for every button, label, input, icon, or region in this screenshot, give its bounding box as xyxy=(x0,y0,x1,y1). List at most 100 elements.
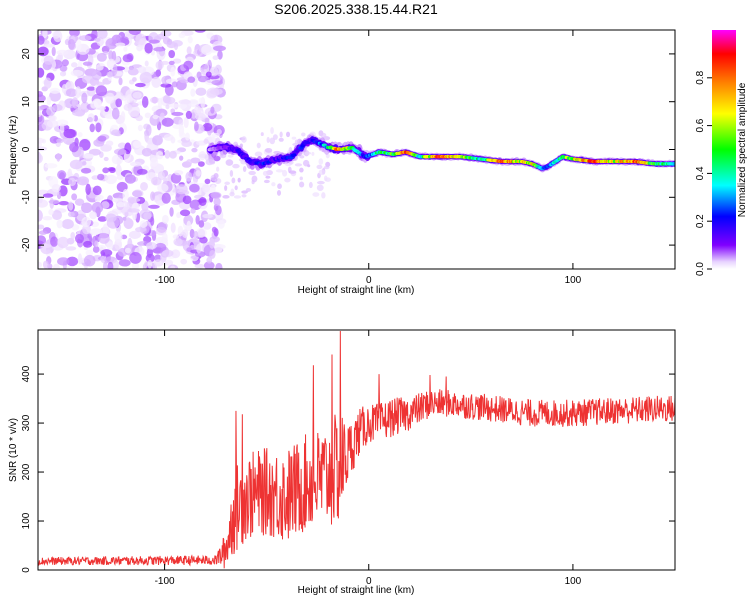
spectrogram-noise-blob xyxy=(127,237,133,250)
spectrogram-noise-blob xyxy=(170,265,176,269)
spectrogram-noise-blob xyxy=(316,180,325,185)
spectrogram-noise-blob xyxy=(87,113,95,123)
spectrogram-noise-blob xyxy=(241,190,248,194)
spectrogram-noise-blob xyxy=(38,230,48,235)
spectrogram-noise-blob xyxy=(205,71,212,78)
spectrogram-y-tick-label: 10 xyxy=(21,96,32,108)
spectrogram-noise-blob xyxy=(92,246,100,253)
spectrogram-noise-blob xyxy=(271,182,276,187)
spectrogram-x-tick-label: 0 xyxy=(366,275,372,286)
spectrogram-x-tick-label: 100 xyxy=(565,275,582,286)
spectrogram-noise-blob xyxy=(179,79,190,84)
spectrogram-noise-blob xyxy=(68,201,74,211)
spectrogram-y-tick-label: 0 xyxy=(21,146,32,152)
spectrogram-noise-blob xyxy=(152,135,163,146)
spectrogram-noise-blob xyxy=(61,59,69,67)
spectrogram-noise-blob xyxy=(42,215,53,221)
spectrogram-noise-blob xyxy=(161,192,171,204)
spectrogram-noise-blob xyxy=(196,71,202,79)
spectrogram-noise-blob xyxy=(150,191,156,201)
spectrogram-noise-blob xyxy=(120,36,129,43)
spectrogram-y-label: Frequency (Hz) xyxy=(8,116,19,185)
spectrogram-noise-blob xyxy=(170,222,176,234)
spectrogram-noise-blob xyxy=(323,175,328,182)
spectrogram-noise-blob xyxy=(213,172,219,179)
spectrogram-noise-blob xyxy=(111,107,120,120)
spectrogram-noise-blob xyxy=(80,103,87,110)
spectrogram-noise-blob xyxy=(106,58,116,69)
spectrogram-noise-blob xyxy=(160,112,165,119)
spectrogram-noise-blob xyxy=(38,146,48,152)
spectrogram-noise-blob xyxy=(286,131,291,138)
spectrogram-noise-blob xyxy=(275,169,284,173)
spectrogram-noise-blob xyxy=(162,232,168,243)
snr-x-label: Height of straight line (km) xyxy=(298,585,415,596)
spectrogram-noise-blob xyxy=(209,88,223,95)
snr-series-line xyxy=(38,330,675,569)
spectrogram-noise-blob xyxy=(224,185,228,191)
spectrogram-noise-blob xyxy=(276,189,282,196)
spectrogram-noise-blob xyxy=(270,127,274,135)
spectrogram-noise-blob xyxy=(123,46,128,52)
spectrogram-noise-blob xyxy=(213,197,221,207)
spectrogram-noise-blob xyxy=(48,208,54,216)
spectrogram-noise-blob xyxy=(193,48,204,57)
spectrogram-noise-blob xyxy=(262,170,269,176)
spectrogram-noise-blob xyxy=(164,96,176,105)
spectrogram-noise-blob xyxy=(232,163,240,169)
spectrogram-noise-blob xyxy=(197,161,205,167)
colorbar-label: Normalized spectral amplitude xyxy=(737,82,748,217)
spectrogram-noise-blob xyxy=(152,114,159,120)
spectrogram-noise-blob xyxy=(181,140,192,148)
spectrogram-noise-blob xyxy=(61,83,68,94)
spectrogram-noise-blob xyxy=(209,250,216,259)
spectrogram-noise-blob xyxy=(69,142,79,153)
spectrogram-noise-blob xyxy=(43,43,56,48)
spectrogram-noise-blob xyxy=(38,35,45,45)
spectrogram-noise-blob xyxy=(51,210,63,221)
spectrogram-noise-blob xyxy=(92,185,102,196)
spectrogram-noise-blob xyxy=(217,219,225,229)
spectrogram-noise-blob xyxy=(316,164,323,170)
spectrogram-noise-blob xyxy=(105,92,115,104)
spectrogram-noise-blob xyxy=(86,86,96,91)
spectrogram-noise-blob xyxy=(168,60,175,65)
spectrogram-noise-blob xyxy=(38,224,45,230)
spectrogram-noise-blob xyxy=(211,226,217,233)
spectrogram-noise-blob xyxy=(279,131,283,138)
spectrogram-noise-blob xyxy=(207,135,216,143)
spectrogram-noise-blob xyxy=(181,229,189,238)
spectrogram-noise-blob xyxy=(195,170,202,177)
spectrogram-noise-blob xyxy=(108,167,116,173)
spectrogram-noise-blob xyxy=(69,30,80,37)
spectrogram-noise-blob xyxy=(254,151,263,157)
snr-frame xyxy=(37,329,676,571)
spectrogram-noise-blob xyxy=(248,170,256,176)
spectrogram-noise-blob xyxy=(137,66,147,74)
spectrogram-noise-blob xyxy=(63,128,76,139)
spectrogram-noise-blob xyxy=(176,212,181,219)
spectrogram-noise-blob xyxy=(80,167,92,174)
snr-y-tick-label: 300 xyxy=(21,414,32,431)
spectrogram-noise-blob xyxy=(141,147,152,157)
spectrogram-noise-blob xyxy=(170,172,182,184)
spectrogram-noise-blob xyxy=(282,169,288,177)
colorbar-tick-label: 0.4 xyxy=(695,166,706,180)
chart-title: S206.2025.338.15.44.R21 xyxy=(274,1,438,17)
spectrogram-noise-blob xyxy=(70,69,84,77)
spectrogram-noise-blob xyxy=(43,55,54,66)
spectrogram-noise-blob xyxy=(123,66,129,73)
spectrogram-noise-blob xyxy=(112,259,119,269)
spectrogram-noise-blob xyxy=(198,97,205,104)
spectrogram-noise-blob xyxy=(132,190,143,198)
spectrogram-noise-blob xyxy=(185,110,192,120)
spectrogram-noise-blob xyxy=(100,201,110,209)
spectrogram-noise-blob xyxy=(148,39,160,44)
spectrogram-noise-blob xyxy=(204,154,209,161)
spectrogram-noise-blob xyxy=(302,159,310,167)
spectrogram-noise-blob xyxy=(150,157,159,167)
spectrogram-noise-blob xyxy=(224,181,231,186)
spectrogram-x-label: Height of straight line (km) xyxy=(298,285,415,296)
spectrogram-noise-blob xyxy=(173,238,183,246)
